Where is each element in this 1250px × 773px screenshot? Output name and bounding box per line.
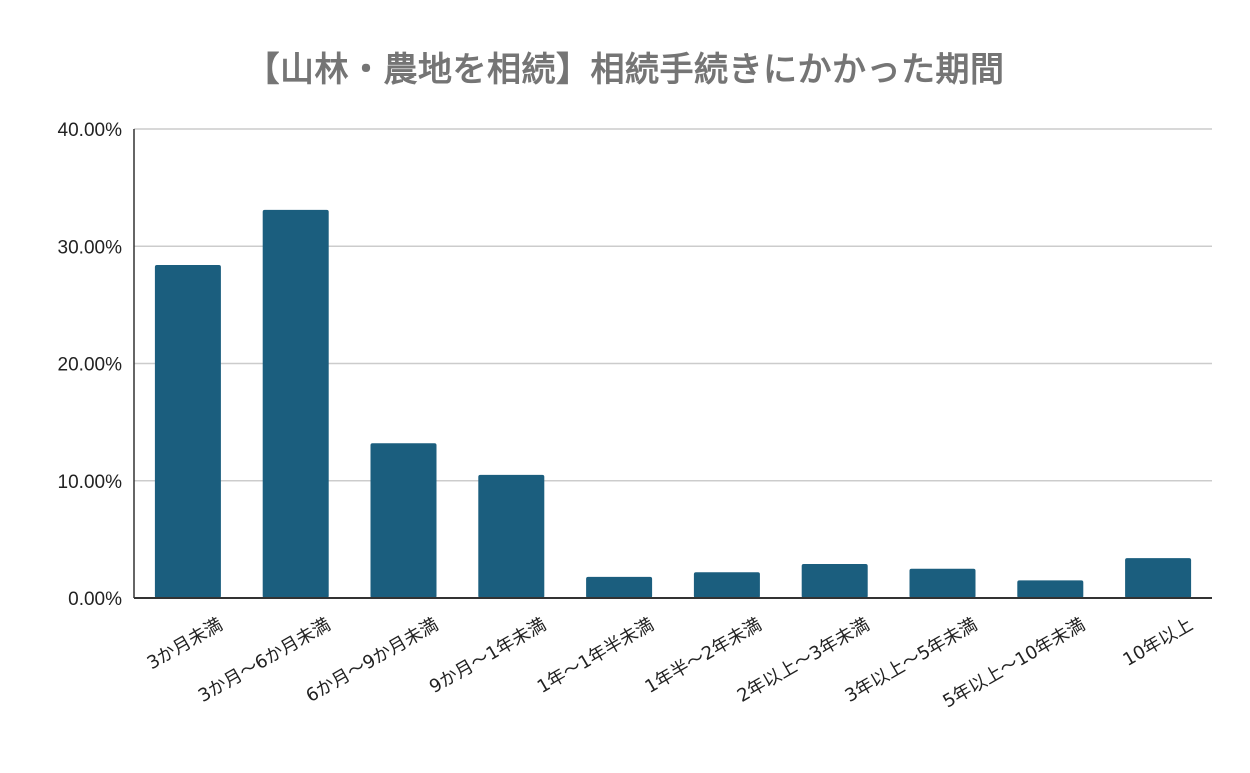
bar: [909, 568, 976, 598]
x-tick-label: 10年以上: [1119, 614, 1196, 671]
chart-title: 【山林・農地を相続】相続手続きにかかった期間: [245, 50, 1005, 90]
bar: [1125, 558, 1192, 598]
bar: [693, 572, 760, 598]
y-tick-label: 10.00%: [58, 472, 123, 493]
y-axis-ticks: 0.00% 10.00% 20.00% 30.00% 40.00%: [58, 120, 123, 610]
bar: [370, 443, 437, 598]
bar: [262, 209, 329, 598]
x-tick-label: 3か月未満: [144, 614, 227, 674]
y-tick-label: 20.00%: [58, 355, 123, 376]
bar: [478, 474, 545, 598]
bar: [1017, 580, 1084, 598]
x-tick-label: 9か月〜1年未満: [426, 614, 550, 698]
bar: [801, 563, 868, 598]
x-axis-ticks: 3か月未満3か月〜6か月未満6か月〜9か月未満9か月〜1年未満1年〜1年半未満1…: [144, 614, 1197, 712]
x-tick-label: 1年〜1年半未満: [534, 614, 658, 698]
bar: [586, 576, 653, 598]
y-tick-label: 30.00%: [58, 237, 123, 258]
bars: [154, 209, 1192, 598]
y-tick-label: 40.00%: [58, 120, 123, 141]
y-tick-label: 0.00%: [68, 589, 122, 610]
bar: [154, 265, 221, 598]
axes: [133, 129, 1212, 599]
